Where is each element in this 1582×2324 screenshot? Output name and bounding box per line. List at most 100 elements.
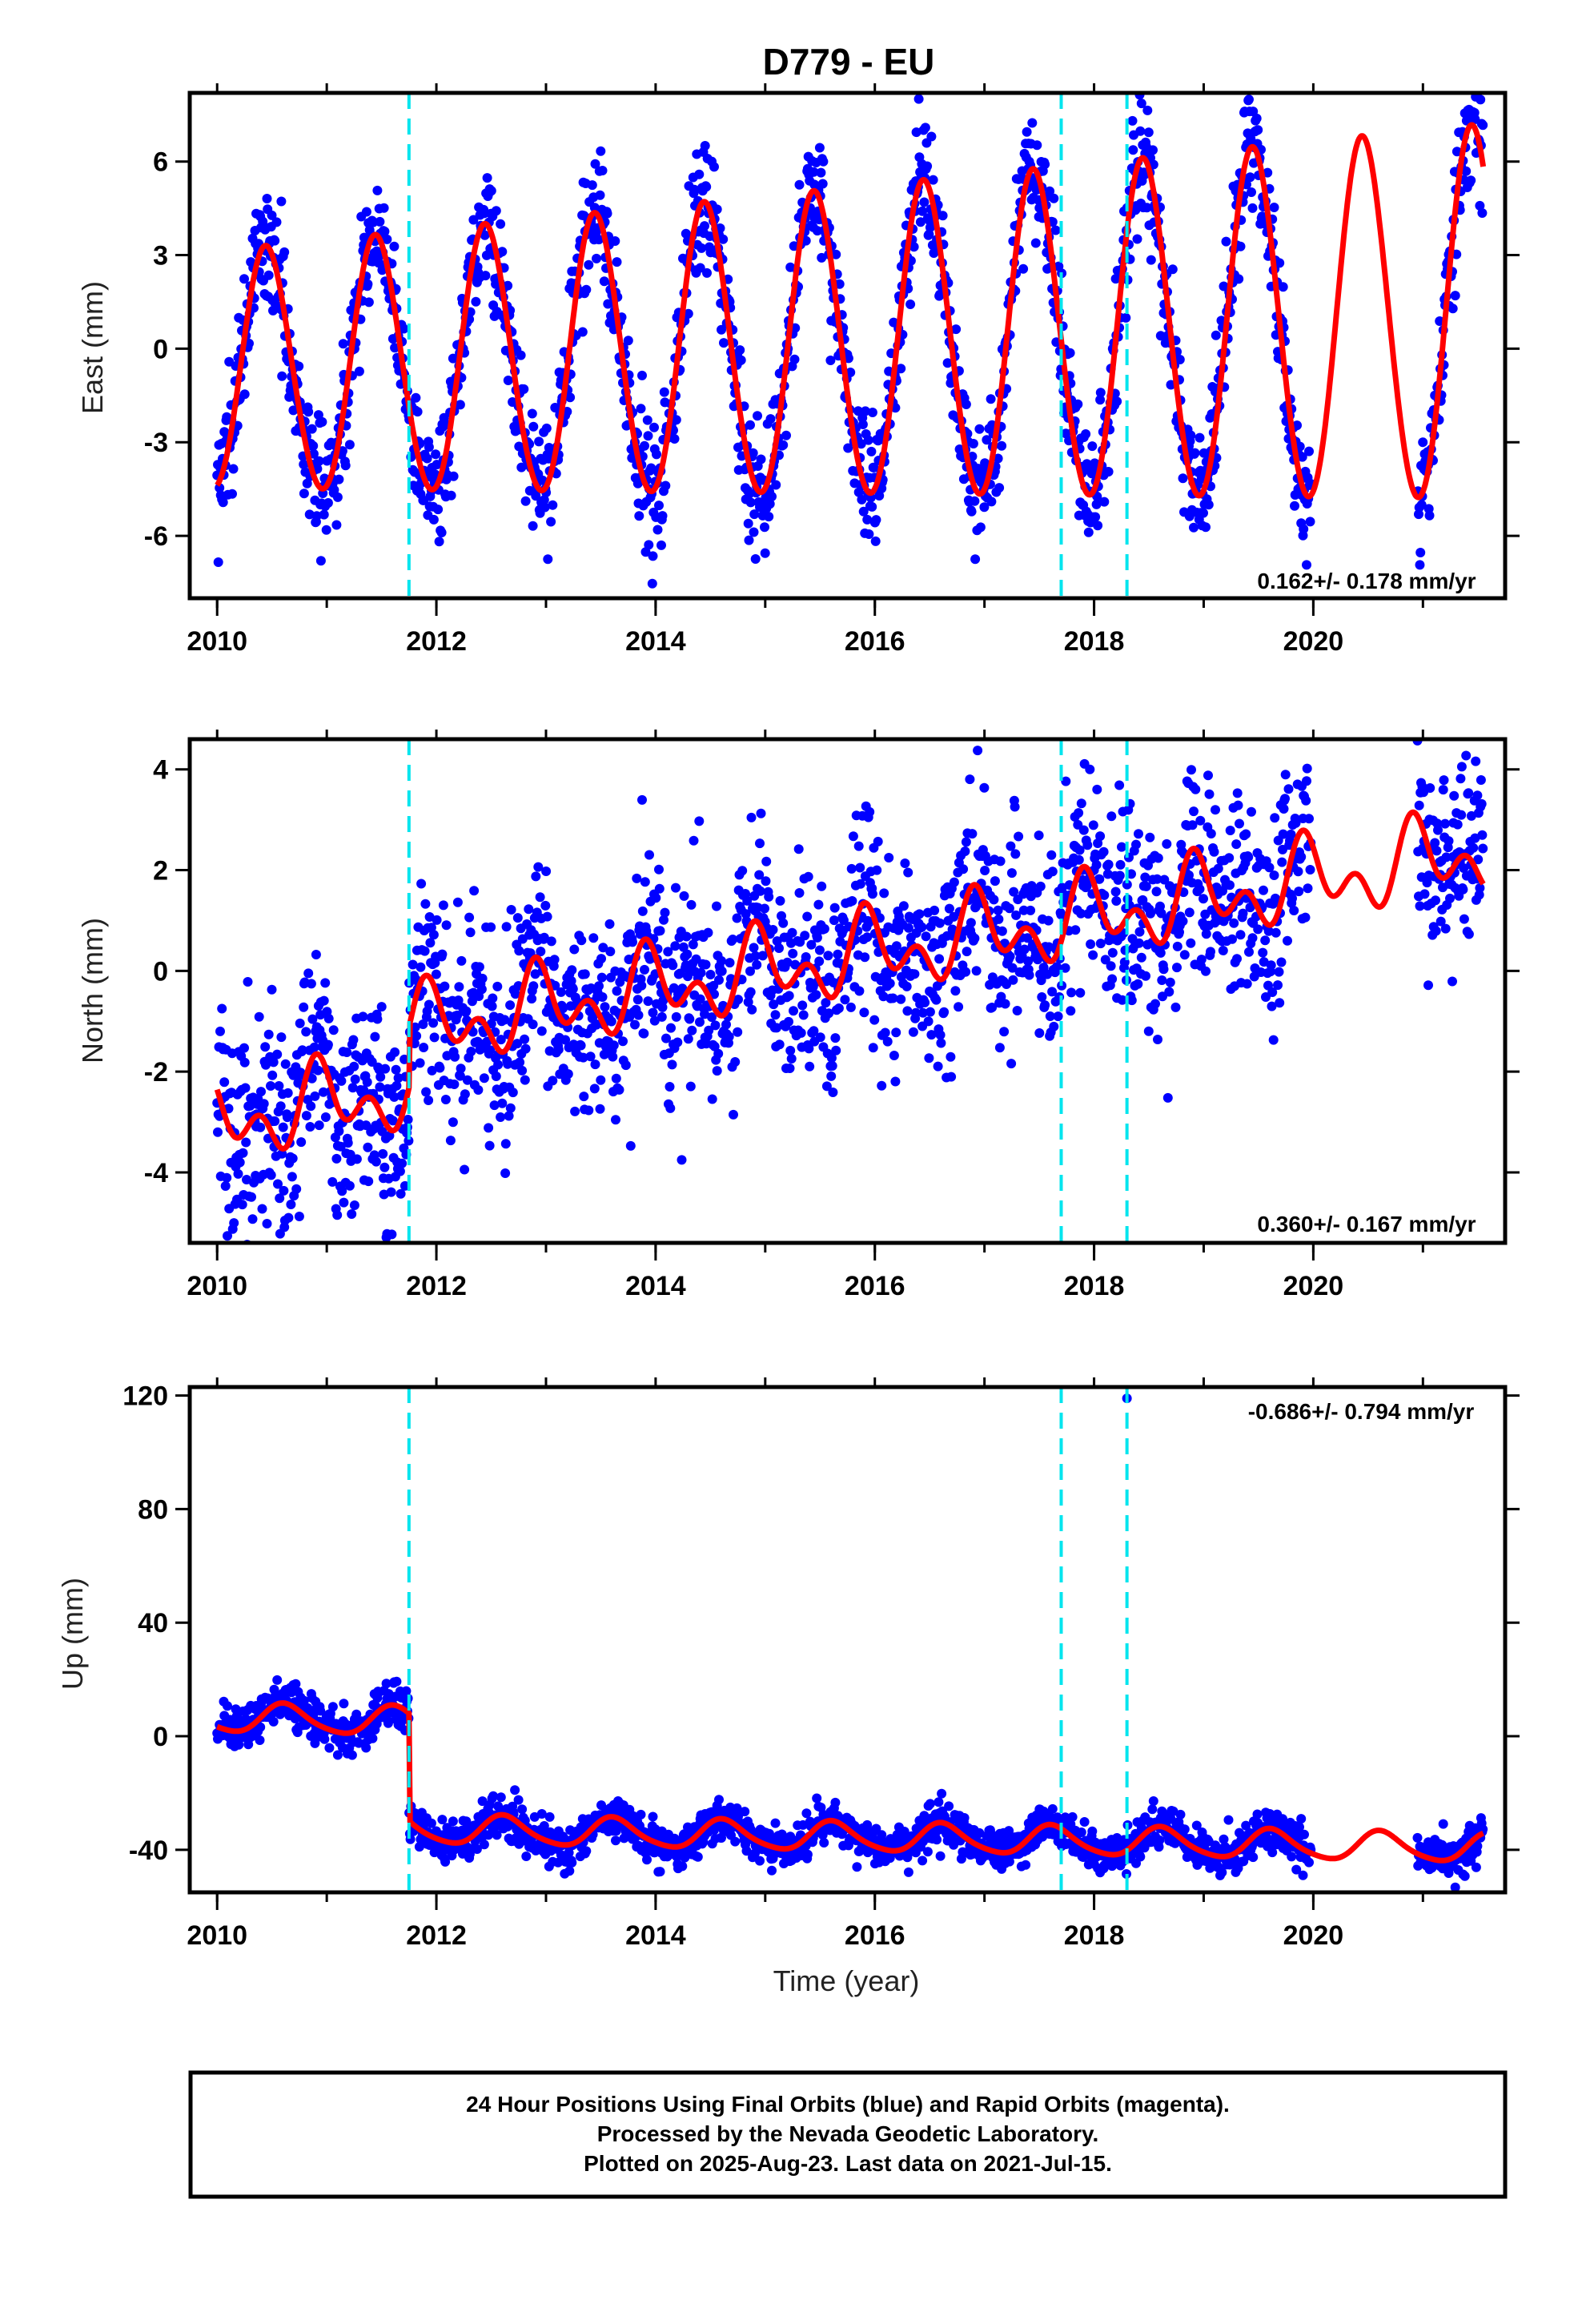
east-point xyxy=(683,308,693,319)
north-point xyxy=(1115,859,1126,870)
north-point xyxy=(393,1073,404,1084)
north-point xyxy=(273,1179,283,1189)
north-point xyxy=(764,891,774,902)
north-point xyxy=(261,1059,271,1070)
north-point xyxy=(612,986,622,996)
north-point xyxy=(592,1019,601,1030)
north-point xyxy=(920,997,930,1007)
north-point xyxy=(424,1096,434,1105)
north-point xyxy=(540,900,551,911)
north-point xyxy=(985,979,995,990)
north-point xyxy=(679,891,689,901)
north-point xyxy=(348,1035,359,1045)
north-point xyxy=(785,1063,795,1073)
east-point xyxy=(1112,396,1122,407)
north-point xyxy=(1459,914,1469,924)
up-point xyxy=(255,1722,266,1732)
north-point xyxy=(760,903,769,914)
north-point xyxy=(327,1176,338,1187)
north-point xyxy=(1238,908,1248,919)
north-point xyxy=(1074,808,1084,818)
north-point xyxy=(487,1001,497,1011)
east-point xyxy=(867,408,877,417)
east-point xyxy=(814,143,825,153)
east-point xyxy=(389,241,400,251)
north-point xyxy=(1209,846,1219,857)
north-point xyxy=(387,1116,398,1126)
north-point xyxy=(995,856,1006,866)
north-point xyxy=(605,947,616,957)
east-point xyxy=(760,522,769,533)
north-point xyxy=(1126,869,1136,879)
north-point xyxy=(608,1051,618,1062)
north-point xyxy=(1134,829,1143,839)
east-point xyxy=(1090,512,1101,522)
east-point xyxy=(215,483,225,493)
north-point xyxy=(611,1115,620,1125)
east-point xyxy=(1211,330,1221,340)
east-point xyxy=(917,206,928,216)
north-point xyxy=(215,1026,225,1036)
north-point xyxy=(563,1069,573,1080)
east-point xyxy=(871,515,881,525)
north-point xyxy=(1004,903,1014,914)
north-point xyxy=(508,1088,518,1098)
east-point xyxy=(623,336,633,346)
east-point xyxy=(411,392,421,403)
east-point xyxy=(482,173,492,183)
north-point xyxy=(255,1122,266,1132)
north-point xyxy=(787,927,797,938)
up-point xyxy=(324,1743,335,1753)
east-point xyxy=(372,185,383,195)
east-point xyxy=(541,423,552,433)
north-point xyxy=(1046,850,1057,860)
north-point xyxy=(704,1025,714,1035)
north-point xyxy=(1006,868,1017,879)
north-point xyxy=(996,991,1006,1002)
north-point xyxy=(1213,863,1223,874)
north-point xyxy=(694,816,705,826)
north-point xyxy=(1186,938,1196,948)
north-point xyxy=(1264,862,1275,873)
north-point xyxy=(685,1081,696,1092)
east-point xyxy=(817,179,828,189)
north-point xyxy=(1259,885,1268,895)
east-point xyxy=(689,184,700,195)
east-point xyxy=(869,462,879,472)
east-point xyxy=(915,217,926,227)
north-point xyxy=(275,1193,285,1204)
east-point xyxy=(363,279,373,289)
north-point xyxy=(1447,976,1457,987)
north-point xyxy=(1232,954,1242,964)
east-point xyxy=(1065,348,1075,358)
east-point xyxy=(748,448,758,458)
east-point xyxy=(695,263,705,273)
north-point xyxy=(971,966,982,976)
east-point xyxy=(263,270,274,280)
north-point xyxy=(242,1175,251,1184)
north-point xyxy=(979,782,990,793)
north-point xyxy=(713,1048,724,1059)
north-point xyxy=(924,1053,934,1063)
east-point xyxy=(302,478,312,489)
east-point xyxy=(1467,67,1476,77)
north-point xyxy=(403,1115,413,1124)
east-point xyxy=(1468,57,1478,66)
north-point xyxy=(1296,852,1307,862)
north-point xyxy=(278,1122,288,1132)
north-point xyxy=(496,1035,506,1045)
north-point xyxy=(891,1027,901,1038)
north-point xyxy=(416,962,426,972)
east-point xyxy=(520,496,531,506)
north-point xyxy=(688,939,698,950)
north-point xyxy=(1473,854,1484,865)
north-point xyxy=(691,954,701,964)
north-point xyxy=(310,1091,320,1101)
north-point xyxy=(821,998,831,1008)
north-point xyxy=(896,994,906,1004)
north-point xyxy=(460,1089,470,1100)
east-point xyxy=(697,243,707,253)
north-point xyxy=(1184,870,1194,880)
north-point xyxy=(900,858,910,868)
north-point xyxy=(1233,800,1243,810)
